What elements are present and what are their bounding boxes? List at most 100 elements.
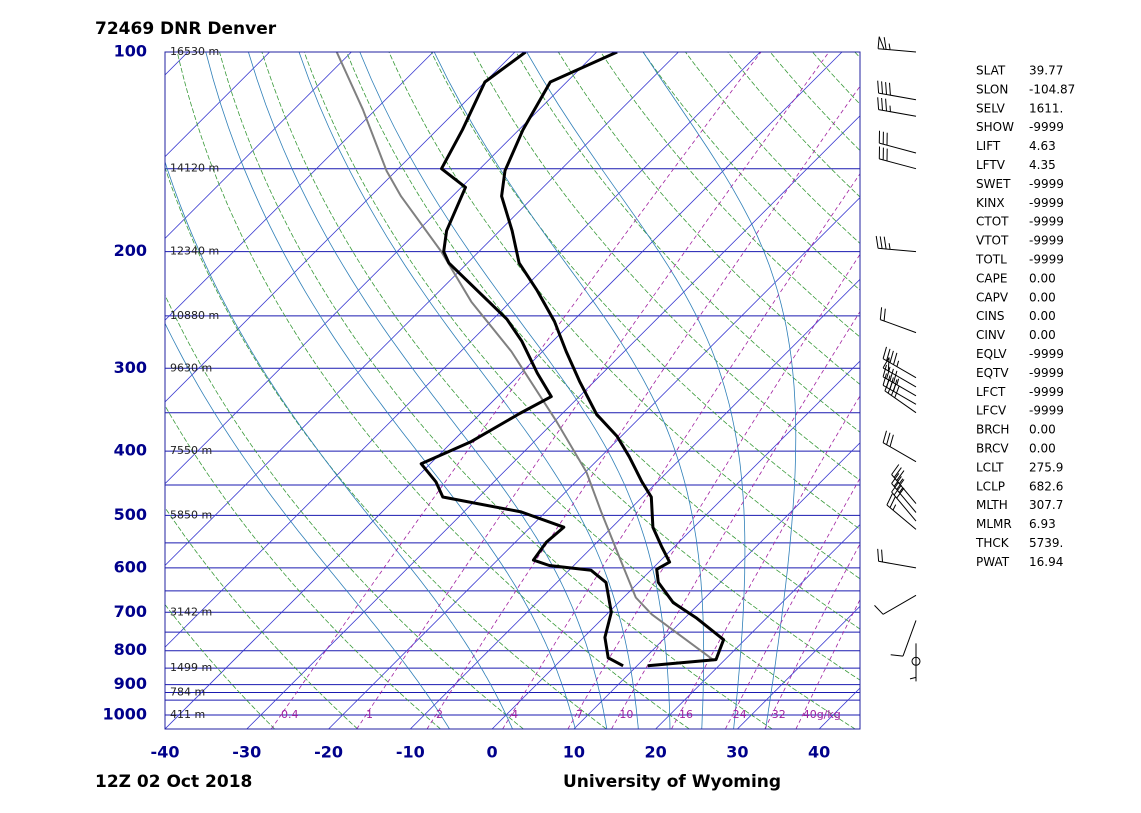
moist-adiabat — [433, 52, 705, 729]
index-name: MLMR — [976, 517, 1012, 531]
isotherm — [165, 52, 270, 158]
moist-adiabat — [526, 52, 746, 729]
isotherm — [165, 52, 352, 239]
wind-barb — [879, 307, 917, 334]
chart-subtitle: 12Z 02 Oct 2018 — [95, 772, 252, 792]
y-tick-label: 600 — [114, 557, 147, 576]
isotherm — [491, 360, 860, 729]
mixing-ratio-line — [795, 598, 860, 729]
isotherm — [165, 52, 597, 485]
index-name: SLAT — [976, 64, 1006, 78]
index-name: THCK — [975, 536, 1010, 550]
wind-barb — [877, 80, 917, 101]
dry-adiabat — [388, 52, 860, 580]
index-value: 0.00 — [1029, 442, 1056, 456]
dry-adiabat — [165, 166, 607, 729]
moist-adiabat — [205, 52, 576, 729]
index-name: CAPE — [976, 271, 1007, 285]
wind-barb — [877, 36, 917, 53]
mixing-ratio-line — [611, 310, 860, 729]
dry-adiabat — [557, 52, 860, 385]
index-name: SELV — [976, 101, 1006, 115]
mixing-ratio-label: 40g/kg — [803, 708, 841, 721]
y-tick-label: 400 — [114, 441, 147, 460]
moist-adiabat — [165, 160, 513, 729]
mixing-ratio-line — [502, 173, 860, 729]
wind-barb — [875, 235, 917, 253]
index-value: 682.6 — [1029, 479, 1063, 493]
index-name: SHOW — [976, 120, 1014, 134]
isotherm — [165, 52, 189, 76]
index-value: 0.00 — [1029, 328, 1056, 342]
index-value: 39.77 — [1029, 64, 1063, 78]
y-tick-label: 500 — [114, 505, 147, 524]
height-label: 5850 m — [170, 508, 212, 521]
mixing-ratio-label: 2 — [436, 708, 443, 721]
dry-adiabat — [430, 52, 860, 530]
index-name: LFCV — [976, 404, 1007, 418]
chart-title: 72469 DNR Denver — [95, 19, 277, 39]
y-tick-label: 200 — [114, 241, 147, 260]
dewpoint-line — [419, 52, 624, 668]
dry-adiabat — [165, 404, 441, 729]
wind-barb — [874, 594, 917, 615]
index-name: CINV — [976, 328, 1006, 342]
isotherm — [573, 442, 860, 729]
index-name: SWET — [976, 177, 1011, 191]
height-label: 14120 m — [170, 162, 219, 175]
index-value: 1611. — [1029, 101, 1063, 115]
mixing-ratio-label: 0.4 — [281, 708, 299, 721]
height-label: 784 m — [170, 686, 205, 699]
index-name: PWAT — [976, 555, 1010, 569]
index-name: LFTV — [976, 158, 1006, 172]
index-name: LIFT — [976, 139, 1001, 153]
index-value: -9999 — [1029, 196, 1064, 210]
index-value: -9999 — [1029, 253, 1064, 267]
wind-barb — [882, 364, 917, 397]
mixing-ratio-line — [356, 52, 830, 729]
mixing-ratio-label: 32 — [772, 708, 786, 721]
wind-barb — [878, 146, 917, 170]
index-name: CAPV — [976, 290, 1009, 304]
isotherm — [165, 52, 434, 321]
parcel-line — [335, 52, 715, 662]
grid — [165, 52, 860, 729]
mixing-ratio-label: 1 — [366, 708, 373, 721]
isotherm — [165, 52, 679, 567]
index-value: 6.93 — [1029, 517, 1056, 531]
dry-adiabat — [346, 52, 860, 630]
index-value: -9999 — [1029, 177, 1064, 191]
index-name: TOTL — [975, 253, 1007, 267]
wind-barb — [891, 481, 917, 522]
mixing-ratio-label: 24 — [733, 708, 747, 721]
index-value: -9999 — [1029, 366, 1064, 380]
index-value: -9999 — [1029, 215, 1064, 229]
x-tick-label: 20 — [644, 743, 666, 762]
dry-adiabat — [261, 52, 856, 729]
index-name: CINS — [976, 309, 1005, 323]
index-name: EQTV — [976, 366, 1009, 380]
wind-barb — [891, 473, 917, 513]
wind-barb — [877, 548, 917, 569]
mixing-ratio-line — [567, 253, 860, 729]
index-value: -9999 — [1029, 120, 1064, 134]
wind-barb — [890, 620, 917, 657]
x-tick-label: 0 — [486, 743, 497, 762]
mixing-ratio-line — [426, 85, 860, 729]
y-tick-label: 1000 — [102, 704, 147, 723]
dry-adiabat — [473, 52, 860, 481]
mixing-ratio-line — [270, 52, 762, 729]
dry-adiabat — [769, 52, 860, 152]
moist-adiabat — [165, 322, 450, 729]
index-name: CTOT — [976, 215, 1009, 229]
index-name: LCLT — [976, 460, 1004, 474]
y-tick-label: 300 — [114, 358, 147, 377]
x-tick-label: 30 — [726, 743, 748, 762]
mixing-ratio-label: 16 — [679, 708, 693, 721]
index-value: 0.00 — [1029, 423, 1056, 437]
mixing-ratio-line — [671, 395, 860, 729]
index-value: -9999 — [1029, 404, 1064, 418]
dry-adiabat — [727, 52, 860, 198]
index-name: MLTH — [976, 498, 1008, 512]
